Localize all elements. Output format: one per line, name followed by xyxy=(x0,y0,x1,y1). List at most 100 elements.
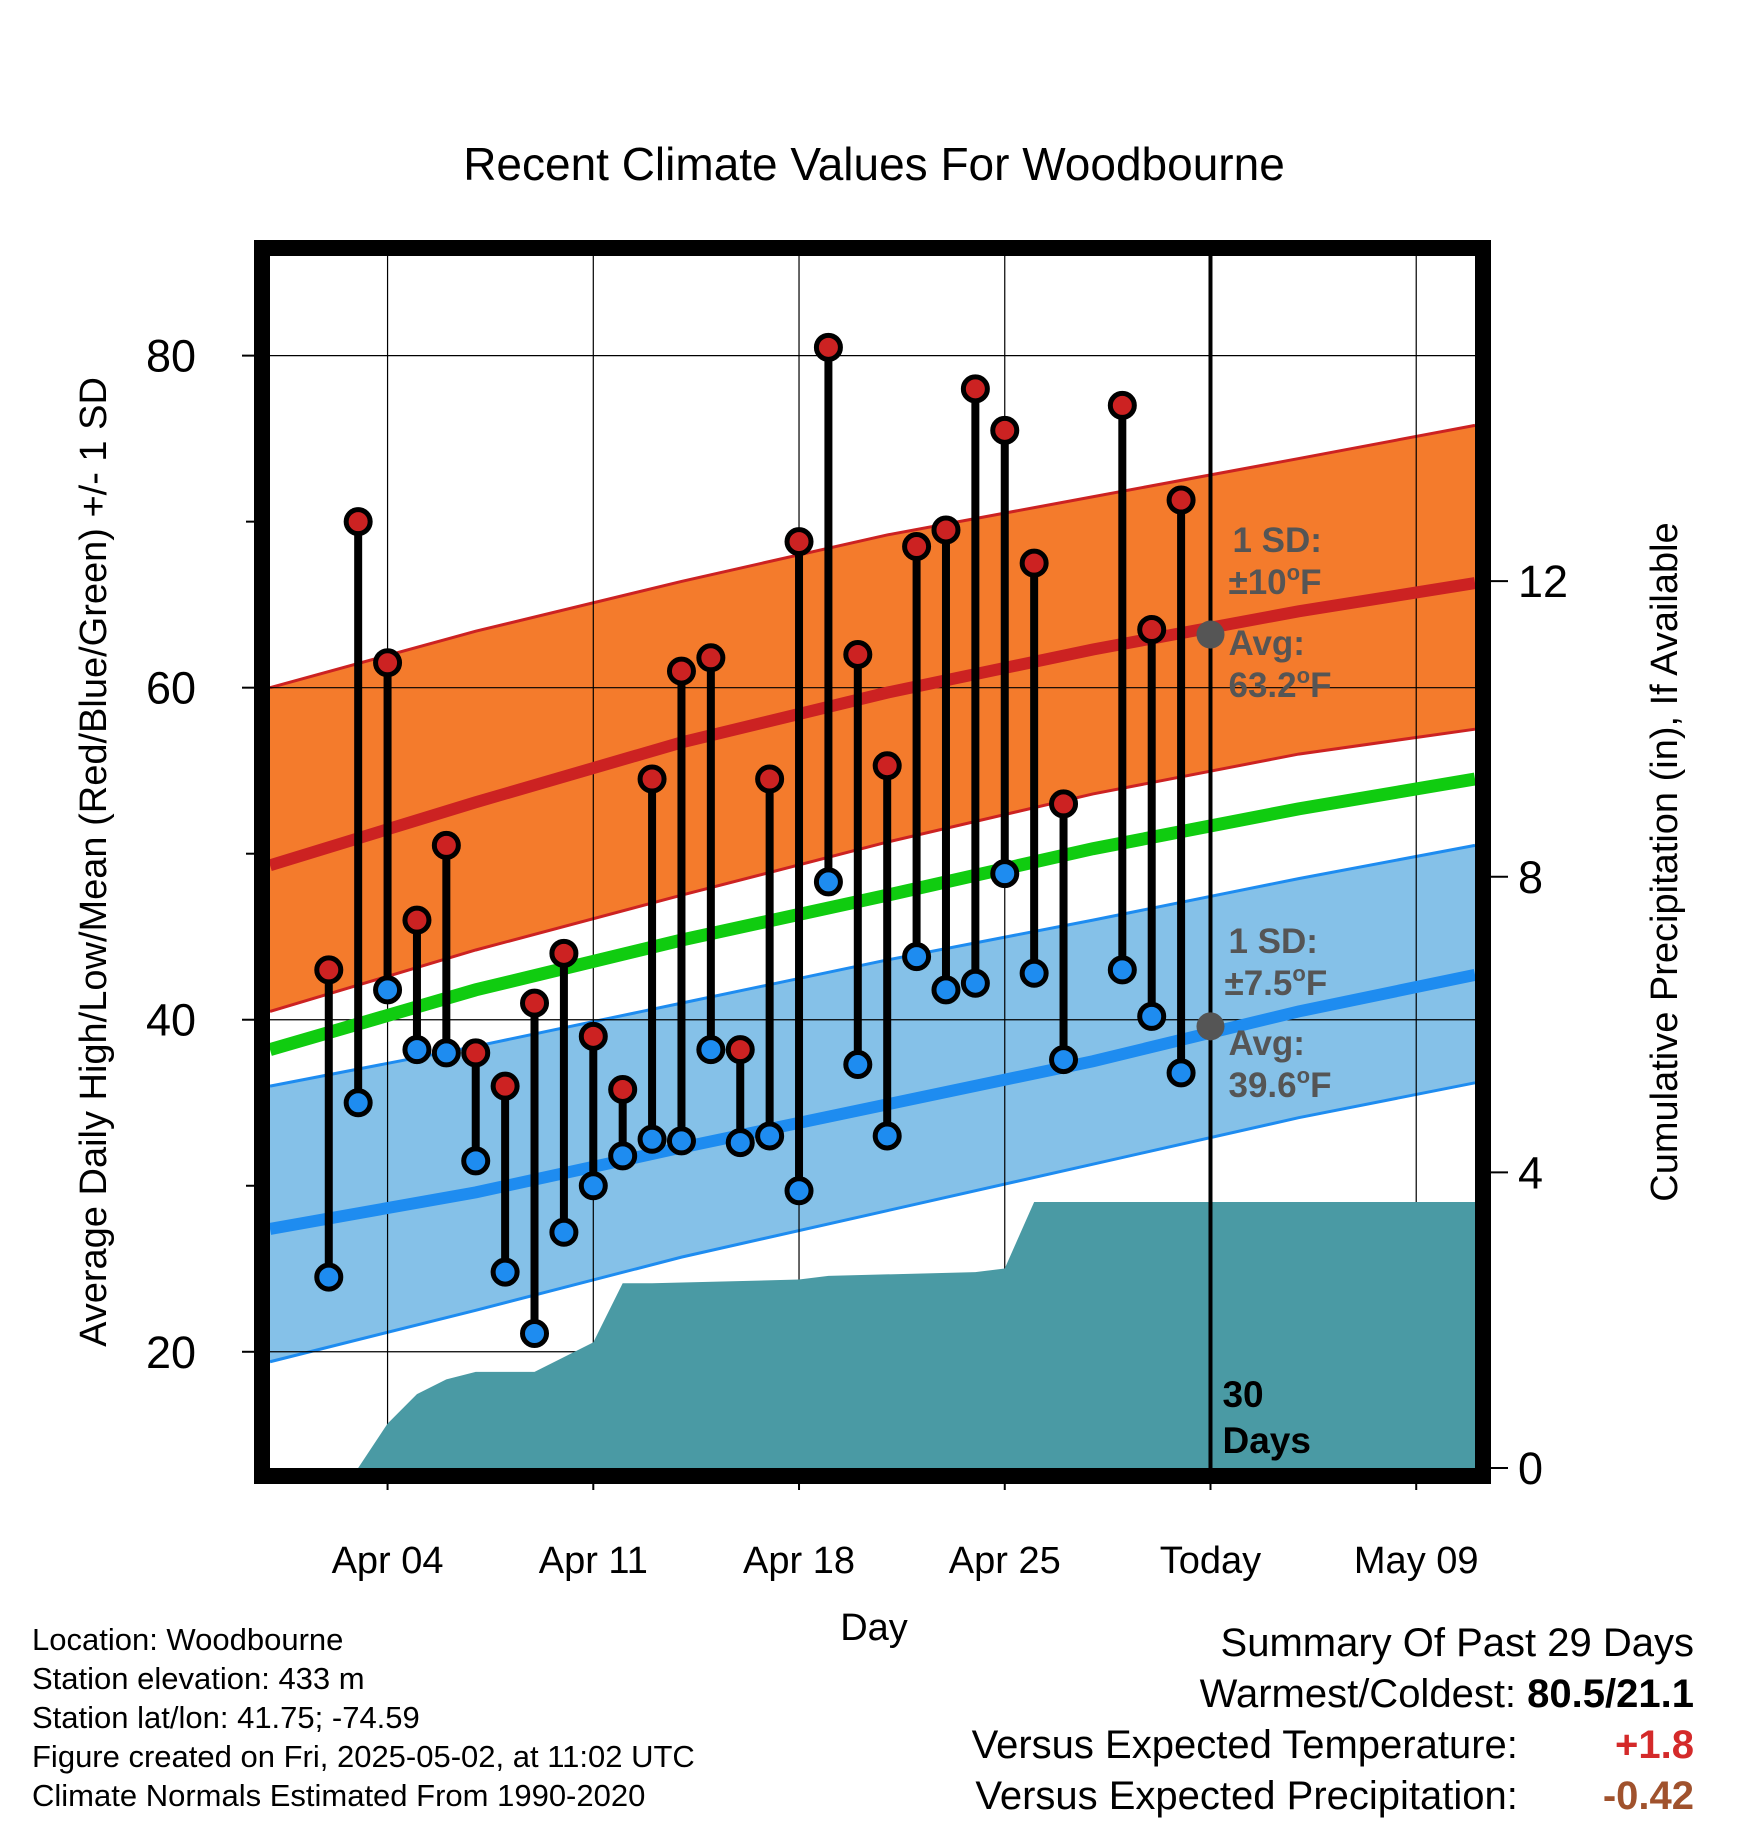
daily-high-point xyxy=(520,988,550,1018)
summary-precip-departure: Versus Expected Precipitation: -0.42 xyxy=(972,1771,1694,1822)
high-sd-value: ±10oF xyxy=(1228,560,1321,602)
high-avg-label: Avg: xyxy=(1228,624,1304,663)
daily-low-point xyxy=(1019,958,1049,988)
y2-tick-label: 0 xyxy=(1518,1443,1543,1494)
precipitation-area xyxy=(358,1201,1475,1468)
daily-high-point xyxy=(725,1035,755,1065)
station-location: Location: Woodbourne xyxy=(32,1622,344,1657)
y2-tick-label: 4 xyxy=(1518,1147,1543,1198)
y-axis-label: Average Daily High/Low/Mean (Red/Blue/Gr… xyxy=(73,377,115,1347)
daily-high-point xyxy=(431,830,461,860)
daily-low-point xyxy=(666,1126,696,1156)
station-latlon: Station lat/lon: 41.75; -74.59 xyxy=(32,1700,420,1735)
daily-high-point xyxy=(1049,789,1079,819)
precipitation-fill xyxy=(358,1201,1475,1468)
daily-high-point xyxy=(784,527,814,557)
y-tick-label: 60 xyxy=(146,663,196,714)
daily-low-point xyxy=(1137,1001,1167,1031)
daily-high-point xyxy=(608,1074,638,1104)
daily-high-point xyxy=(931,515,961,545)
daily-low-point xyxy=(637,1124,667,1154)
daily-low-point xyxy=(872,1121,902,1151)
daily-high-point xyxy=(373,648,403,678)
y-tick-label: 80 xyxy=(146,331,196,382)
high-sd-band xyxy=(270,425,1475,1012)
daily-observations xyxy=(314,332,1196,1349)
daily-high-point xyxy=(960,374,990,404)
low-sd-label: 1 SD: xyxy=(1228,922,1317,961)
high-upper-edge xyxy=(269,423,1476,690)
daily-high-point xyxy=(1019,548,1049,578)
plot-frame xyxy=(254,240,1491,1484)
daily-low-point xyxy=(960,968,990,998)
daily-high-point xyxy=(755,764,785,794)
low-avg-value: 39.6oF xyxy=(1228,1063,1331,1105)
y2-tick-label: 12 xyxy=(1518,556,1568,607)
daily-low-point xyxy=(608,1141,638,1171)
daily-low-point xyxy=(725,1128,755,1158)
temp-departure-value: +1.8 xyxy=(1615,1723,1694,1767)
warmest-coldest-value: 80.5/21.1 xyxy=(1527,1672,1694,1716)
axes: Apr 04 Apr 11 Apr 18 Apr 25 Today May 0920406… xyxy=(146,331,1568,1582)
daily-high-point xyxy=(578,1021,608,1051)
x-axis-label: Day xyxy=(840,1607,908,1649)
x-tick-label: May 09 xyxy=(1354,1540,1479,1582)
daily-low-point xyxy=(1166,1058,1196,1088)
daily-high-point xyxy=(461,1038,491,1068)
daily-high-point xyxy=(490,1071,520,1101)
daily-high-point xyxy=(549,938,579,968)
x-tick-label: Apr 25 xyxy=(949,1540,1061,1582)
daily-low-point xyxy=(990,859,1020,889)
daily-low-point xyxy=(902,942,932,972)
daily-low-point xyxy=(490,1257,520,1287)
daily-low-point xyxy=(402,1035,432,1065)
daily-high-point xyxy=(1107,390,1137,420)
daily-low-point xyxy=(784,1176,814,1206)
daily-high-point xyxy=(902,532,932,562)
low-sd-value: ±7.5oF xyxy=(1224,961,1327,1003)
daily-low-point xyxy=(696,1035,726,1065)
summary-panel: Summary Of Past 29 Days Warmest/Coldest:… xyxy=(972,1618,1694,1822)
figure-created: Figure created on Fri, 2025-05-02, at 11… xyxy=(32,1739,695,1774)
climate-normals: Climate Normals Estimated From 1990-2020 xyxy=(32,1778,646,1813)
daily-low-point xyxy=(314,1262,344,1292)
station-info: Location: Woodbourne Station elevation: … xyxy=(32,1620,695,1815)
daily-high-point xyxy=(872,751,902,781)
high-avg-marker xyxy=(1196,620,1225,649)
daily-low-point xyxy=(755,1121,785,1151)
daily-high-point xyxy=(1166,485,1196,515)
high-sd-label: 1 SD: xyxy=(1232,521,1321,560)
daily-low-point xyxy=(843,1050,873,1080)
daily-low-point xyxy=(520,1319,550,1349)
low-avg-marker xyxy=(1196,1012,1225,1041)
y-tick-label: 40 xyxy=(146,995,196,1046)
daily-high-point xyxy=(314,955,344,985)
daily-high-point xyxy=(813,332,843,362)
daily-high-point xyxy=(696,643,726,673)
warmest-coldest-label: Warmest/Coldest: xyxy=(1199,1672,1517,1716)
low-avg-label: Avg: xyxy=(1228,1024,1304,1063)
daily-high-point xyxy=(402,905,432,935)
daily-low-point xyxy=(343,1088,373,1118)
summary-temp-departure: Versus Expected Temperature: +1.8 xyxy=(972,1720,1694,1771)
daily-high-point xyxy=(637,764,667,794)
daily-low-point xyxy=(461,1146,491,1176)
summary-title: Summary Of Past 29 Days xyxy=(1220,1621,1694,1665)
today-days-word: Days xyxy=(1222,1420,1310,1461)
daily-low-point xyxy=(813,867,843,897)
precip-departure-value: -0.42 xyxy=(1602,1774,1694,1818)
daily-high-point xyxy=(343,507,373,537)
daily-high-point xyxy=(990,415,1020,445)
y2-tick-label: 8 xyxy=(1518,852,1543,903)
daily-low-point xyxy=(1107,955,1137,985)
daily-low-point xyxy=(578,1171,608,1201)
daily-low-point xyxy=(549,1217,579,1247)
precip-departure-label: Versus Expected Precipitation: xyxy=(975,1774,1518,1818)
low-lower-edge xyxy=(269,1081,1476,1364)
x-tick-label: Apr 18 xyxy=(743,1540,855,1582)
x-tick-label: Apr 04 xyxy=(332,1540,444,1582)
chart-title: Recent Climate Values For Woodbourne xyxy=(463,138,1285,190)
